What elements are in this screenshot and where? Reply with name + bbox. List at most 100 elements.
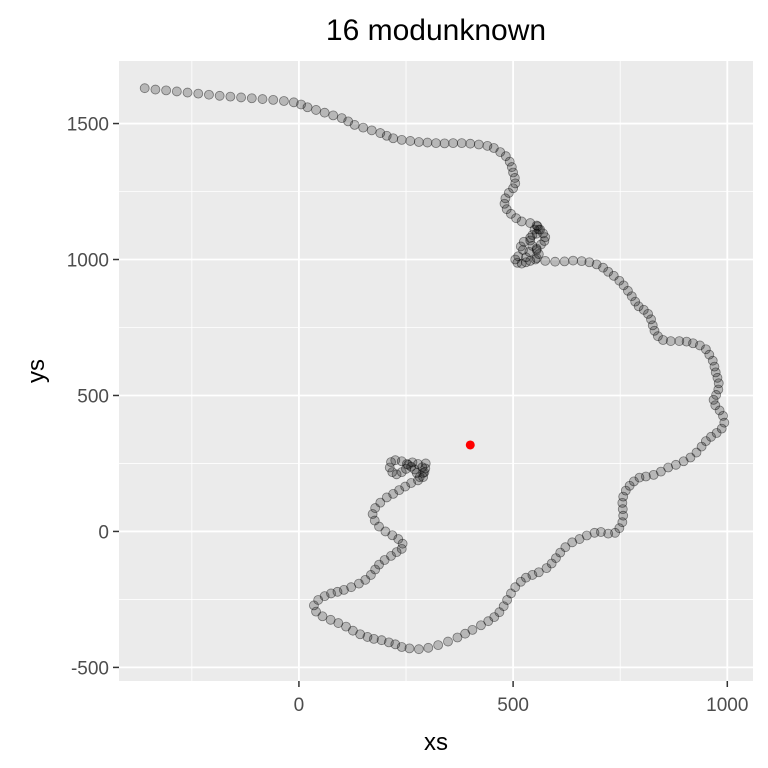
track-point [411,468,422,478]
track-point [288,97,299,108]
track-point [349,120,360,130]
track-point [643,308,653,319]
x-tick-label: 0 [294,695,305,716]
track-point [539,236,550,246]
track-point [360,574,371,585]
y-axis-ticks: -500 0 500 1000 1500 [67,115,119,679]
track-point [617,497,628,508]
track-point [341,621,351,632]
track-point [694,340,705,351]
track-point [296,99,306,110]
track-point [535,224,545,235]
track-point [317,611,328,622]
track-point [685,452,696,463]
track-point [614,523,625,534]
track-point [567,537,578,548]
track-point [533,567,544,578]
track-point [568,255,578,266]
track-point [390,455,401,466]
track-point [391,469,402,480]
track-point [618,491,629,502]
track-point [704,349,715,360]
track-point [527,570,538,580]
track-point [443,636,453,647]
track-point [311,105,321,115]
x-axis-label: xs [424,729,448,756]
track-point [610,527,620,538]
track-point [404,643,415,654]
track-point [711,390,722,400]
track-point [139,83,150,94]
track-point [691,447,702,458]
track-point [663,462,674,473]
track-point [626,291,637,302]
track-point [386,551,396,561]
track-point [696,441,707,452]
track-point [476,620,486,631]
track-point [617,517,628,528]
track-point [483,616,494,627]
x-tick-label: 500 [497,695,529,716]
track-point [634,472,645,483]
track-point [401,463,411,474]
track-point [531,243,542,254]
track-point [182,87,193,98]
y-tick-label: 1500 [67,115,109,136]
y-tick-label: -500 [71,658,109,679]
track-point [343,116,354,127]
track-point [707,355,718,366]
track-point [268,94,279,105]
track-point [328,110,339,121]
track-point [396,642,407,652]
track-point [365,570,376,580]
track-point [617,504,628,515]
track-point [405,136,416,146]
track-point [406,461,417,472]
track-point [653,331,663,342]
plot-panel [119,61,753,681]
track-point [494,607,505,618]
track-point [527,230,538,240]
track-point [394,485,405,496]
track-point [499,198,510,209]
track-point [370,564,381,575]
track-point [467,624,478,635]
y-tick-label: 1000 [67,251,109,272]
track-point [559,256,570,267]
track-point [713,384,724,395]
track-point [506,162,517,172]
track-point [413,644,424,655]
track-point [516,258,527,269]
track-point [473,139,484,150]
track-point [171,86,182,97]
track-point [161,85,172,96]
track-point [536,239,546,250]
track-point [431,138,441,149]
chart-title: 16 modunknown [326,14,546,47]
y-axis-label: ys [23,359,50,383]
track-point [346,582,357,593]
track-point [422,137,433,148]
track-point [581,530,592,541]
track-point [502,595,513,605]
track-point [508,183,519,194]
track-point [214,90,225,101]
track-point [603,528,614,539]
track-point [513,251,524,262]
track-point [391,547,402,558]
track-point [533,249,544,259]
track-point [531,253,542,264]
track-point [204,89,214,100]
y-tick-label: 500 [77,386,109,407]
track-point [433,640,444,651]
track-point [325,614,336,625]
track-point [624,480,635,491]
track-point [383,637,394,648]
track-point [521,252,531,263]
track-point [670,459,681,470]
track-point [530,254,541,265]
track-point [420,458,431,469]
track-point [358,122,369,133]
track-point [380,526,391,537]
